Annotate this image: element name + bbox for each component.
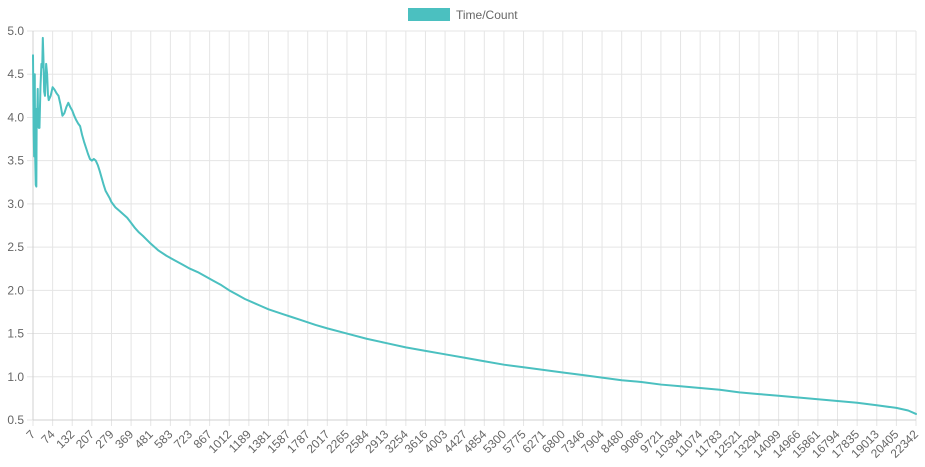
y-tick-label: 0.5 <box>7 413 24 427</box>
grid <box>27 31 916 426</box>
y-tick-label: 3.5 <box>7 154 24 168</box>
y-tick-label: 1.0 <box>7 370 24 384</box>
legend-label: Time/Count <box>456 8 518 22</box>
y-tick-label: 3.0 <box>7 197 24 211</box>
x-axis: 7 741322072793694815837238671012118913811… <box>23 427 921 461</box>
legend-swatch <box>408 8 450 21</box>
y-tick-label: 1.5 <box>7 327 24 341</box>
series-layer <box>33 38 916 414</box>
y-tick-label: 4.0 <box>7 110 24 124</box>
x-tick-label: 7 <box>23 427 38 442</box>
y-tick-label: 2.0 <box>7 283 24 297</box>
y-axis: 0.5 1.0 1.5 2.0 2.5 3.0 3.5 4.0 4.5 5.0 <box>7 24 24 427</box>
y-tick-label: 2.5 <box>7 240 24 254</box>
series-line-time-count <box>33 38 916 414</box>
y-tick-label: 4.5 <box>7 67 24 81</box>
y-tick-label: 5.0 <box>7 24 24 38</box>
legend[interactable]: Time/Count <box>408 8 518 22</box>
